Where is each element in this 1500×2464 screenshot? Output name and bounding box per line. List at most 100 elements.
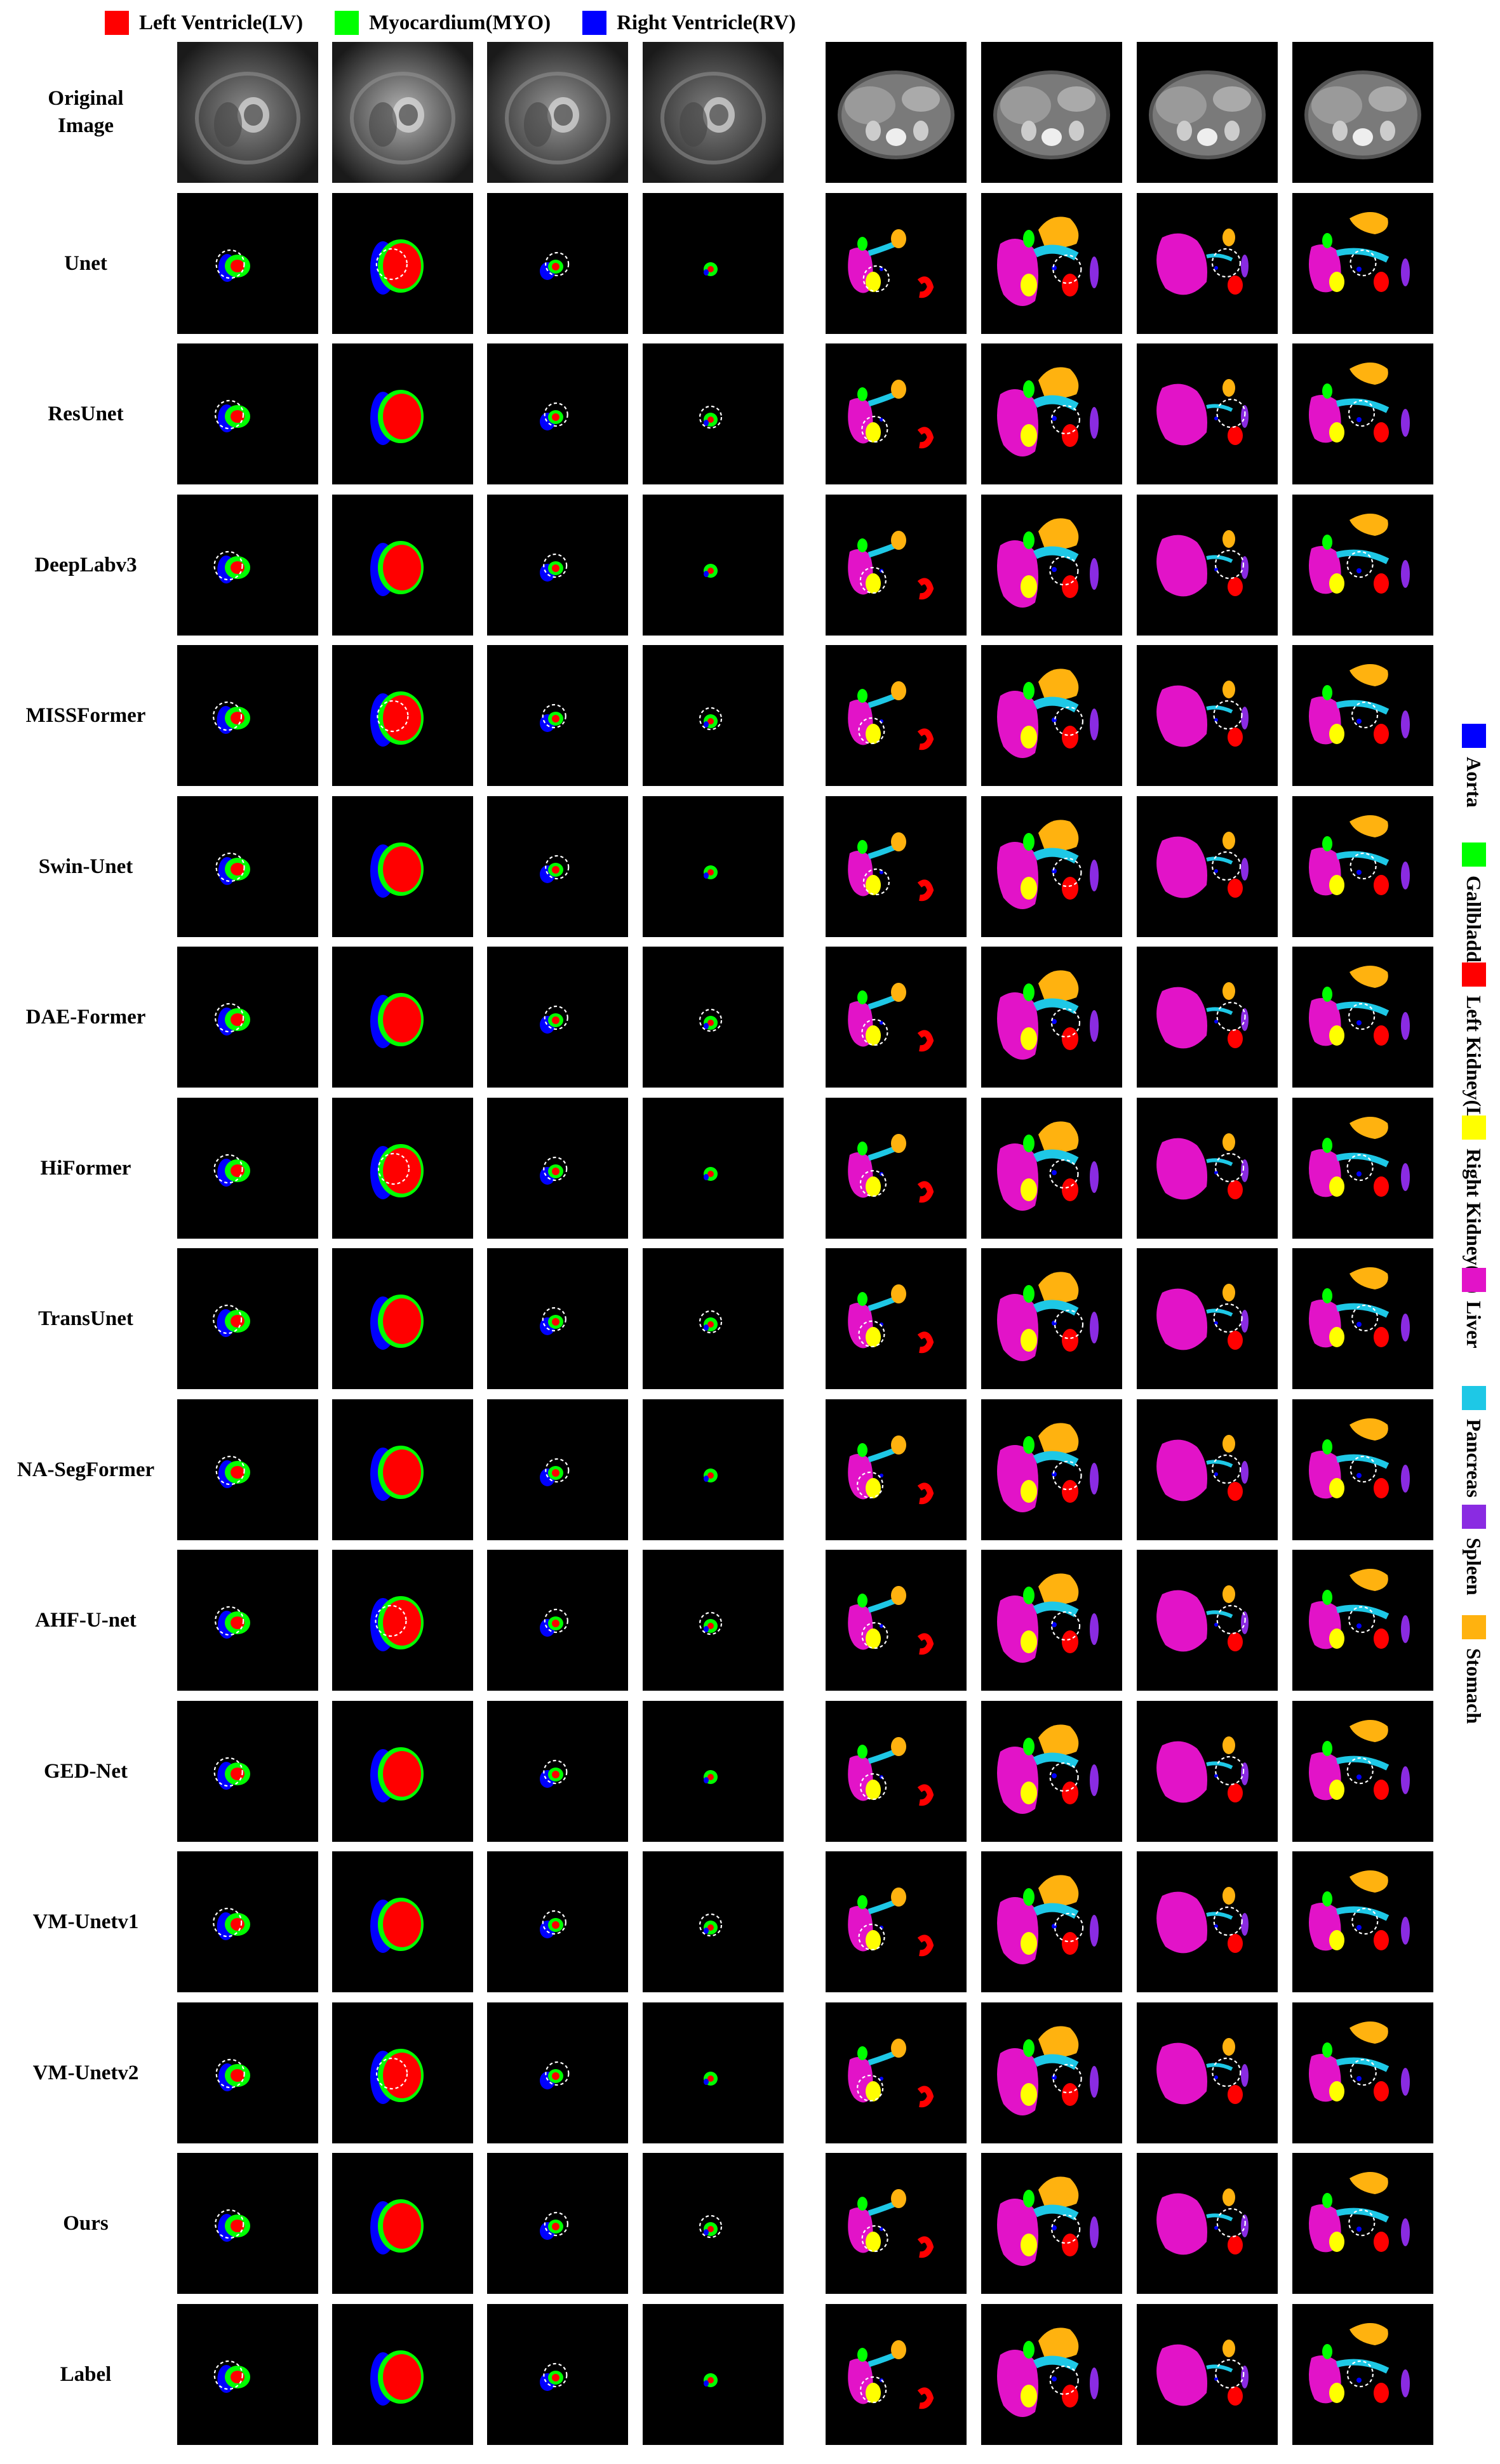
method-row: Label [0, 2304, 1500, 2445]
segmentation-mask-image [1292, 1248, 1433, 1389]
segmentation-mask-image [177, 1550, 318, 1691]
segmentation-mask-image [1292, 1098, 1433, 1239]
segmentation-mask-image [826, 193, 967, 334]
segmentation-mask-image [643, 2002, 784, 2143]
segmentation-mask-image [826, 645, 967, 786]
legend-label: Aorta [1463, 757, 1485, 808]
segmentation-mask-image [1137, 1098, 1278, 1239]
segmentation-mask-image [643, 1098, 784, 1239]
segmentation-mask-image [643, 495, 784, 636]
segmentation-mask-image [981, 495, 1122, 636]
segmentation-mask-image [826, 1851, 967, 1992]
legend-swatch [1462, 724, 1486, 748]
segmentation-mask-image [981, 1550, 1122, 1691]
segmentation-mask-image [1292, 645, 1433, 786]
method-row: DeepLabv3 [0, 495, 1500, 636]
legend-swatch [1462, 842, 1486, 867]
segmentation-mask-image [981, 343, 1122, 484]
segmentation-mask-image [643, 947, 784, 1088]
method-row: Ours [0, 2153, 1500, 2294]
method-label: TransUnet [38, 1307, 133, 1330]
segmentation-mask-image [981, 2304, 1122, 2445]
legend-swatch [1462, 1505, 1486, 1529]
segmentation-mask-image [487, 1248, 628, 1389]
segmentation-mask-image [332, 1248, 473, 1389]
method-row: AHF-U-net [0, 1550, 1500, 1691]
method-row: ResUnet [0, 343, 1500, 484]
segmentation-mask-image [1292, 1701, 1433, 1842]
original-scan-image [643, 42, 784, 183]
segmentation-mask-image [332, 2002, 473, 2143]
segmentation-mask-image [487, 1550, 628, 1691]
segmentation-mask-image [826, 343, 967, 484]
segmentation-mask-image [643, 1851, 784, 1992]
method-row: VM-Unetv1 [0, 1851, 1500, 1992]
segmentation-mask-image [177, 645, 318, 786]
legend-label: Myocardium(MYO) [369, 11, 551, 34]
segmentation-mask-image [1137, 1701, 1278, 1842]
legend-swatch [105, 11, 129, 35]
cardiac-legend: Left Ventricle(LV) Myocardium(MYO) Right V… [105, 5, 827, 41]
segmentation-mask-image [643, 1701, 784, 1842]
method-label: DeepLabv3 [34, 553, 137, 576]
segmentation-mask-image [332, 2304, 473, 2445]
segmentation-mask-image [1292, 495, 1433, 636]
method-row: TransUnet [0, 1248, 1500, 1389]
segmentation-mask-image [1137, 947, 1278, 1088]
legend-item: Left Ventricle(LV) [105, 11, 303, 35]
legend-item: Myocardium(MYO) [335, 11, 551, 35]
segmentation-mask-image [826, 2002, 967, 2143]
segmentation-mask-image [177, 2002, 318, 2143]
segmentation-mask-image [1292, 2002, 1433, 2143]
segmentation-mask-image [487, 1098, 628, 1239]
legend-label: Left Kidney(L) [1463, 996, 1485, 1128]
segmentation-mask-image [487, 1399, 628, 1540]
segmentation-mask-image [1292, 193, 1433, 334]
method-label: Unet [64, 251, 107, 275]
segmentation-mask-image [1292, 343, 1433, 484]
method-row: NA-SegFormer [0, 1399, 1500, 1540]
legend-swatch [1462, 1386, 1486, 1410]
method-label: VM-Unetv1 [32, 1910, 139, 1933]
method-row: HiFormer [0, 1098, 1500, 1239]
segmentation-mask-image [1137, 2153, 1278, 2294]
segmentation-mask-image [643, 1399, 784, 1540]
segmentation-mask-image [1292, 947, 1433, 1088]
legend-swatch [1462, 1268, 1486, 1292]
segmentation-mask-image [981, 2002, 1122, 2143]
segmentation-mask-image [1137, 1851, 1278, 1992]
segmentation-mask-image [826, 2153, 967, 2294]
segmentation-mask-image [332, 193, 473, 334]
segmentation-mask-image [1137, 495, 1278, 636]
segmentation-mask-image [1137, 645, 1278, 786]
method-label: HiFormer [40, 1156, 131, 1180]
segmentation-mask-image [332, 1701, 473, 1842]
segmentation-mask-image [981, 1851, 1122, 1992]
segmentation-mask-image [643, 2153, 784, 2294]
segmentation-mask-image [826, 1248, 967, 1389]
segmentation-mask-image [177, 796, 318, 937]
segmentation-mask-image [487, 796, 628, 937]
segmentation-mask-image [981, 645, 1122, 786]
segmentation-mask-image [177, 2153, 318, 2294]
segmentation-mask-image [826, 1550, 967, 1691]
segmentation-mask-image [332, 343, 473, 484]
segmentation-mask-image [1137, 2002, 1278, 2143]
original-scan-image [1137, 42, 1278, 183]
method-row: Original Image [0, 42, 1500, 183]
segmentation-mask-image [177, 1701, 318, 1842]
segmentation-mask-image [177, 193, 318, 334]
method-row: DAE-Former [0, 947, 1500, 1088]
segmentation-mask-image [1292, 1550, 1433, 1691]
method-label: GED-Net [44, 1759, 128, 1783]
legend-swatch [582, 11, 607, 35]
segmentation-mask-image [487, 947, 628, 1088]
legend-swatch [1462, 962, 1486, 987]
segmentation-mask-image [643, 193, 784, 334]
legend-swatch [1462, 1615, 1486, 1639]
segmentation-mask-image [1292, 796, 1433, 937]
segmentation-mask-image [1137, 193, 1278, 334]
segmentation-mask-image [826, 1098, 967, 1239]
segmentation-mask-image [487, 2153, 628, 2294]
segmentation-mask-image [1137, 2304, 1278, 2445]
